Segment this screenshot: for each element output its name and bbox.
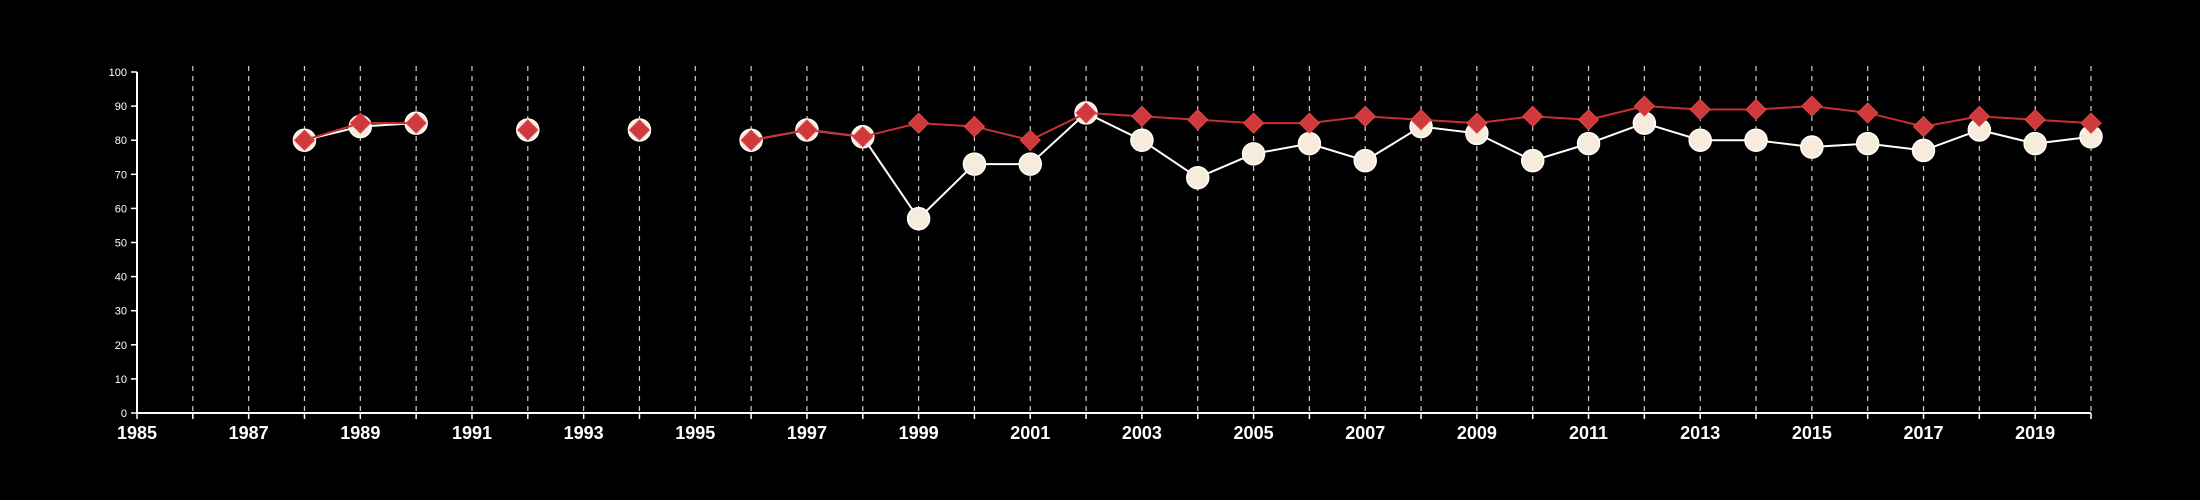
circle-point: [1576, 131, 1601, 156]
circle-point: [1185, 165, 1210, 190]
x-tick-label: 2003: [1122, 423, 1162, 443]
x-tick-label: 1995: [675, 423, 715, 443]
diamond-point: [1187, 109, 1209, 131]
diamond-point: [1856, 102, 1879, 124]
diamond-point: [1522, 105, 1544, 128]
diamond-point: [1801, 95, 1823, 117]
series-circle-markers: [292, 101, 2103, 231]
y-tick-label: 60: [115, 203, 127, 215]
diamond-point: [1466, 112, 1488, 134]
x-tick-label: 2015: [1792, 423, 1832, 443]
x-tick-label: 1999: [899, 423, 939, 443]
diamond-point: [1131, 105, 1153, 128]
diamond-point: [796, 119, 818, 141]
diamond-point: [1019, 129, 1041, 151]
diamond-point: [293, 129, 316, 151]
y-tick-label: 30: [115, 306, 127, 318]
diamond-point: [517, 119, 539, 141]
diamond-point: [1298, 112, 1321, 134]
x-tick-label: 2011: [1569, 423, 1608, 443]
y-tick-label: 80: [115, 135, 127, 147]
y-tick-label: 10: [115, 374, 127, 386]
circle-point: [1800, 135, 1824, 159]
diamond-point: [1633, 95, 1656, 117]
circle-point: [1297, 131, 1322, 156]
circle-point: [1353, 148, 1377, 173]
diamond-point: [1075, 102, 1097, 124]
diamond-point: [1912, 115, 1935, 138]
vertical-grid: [192, 66, 2092, 413]
x-tick-label: 1987: [229, 423, 269, 443]
diamond-point: [1968, 105, 1991, 128]
diamond-point: [963, 115, 986, 138]
axes: 1985 1987 1989 1991 1993 1995 1997 1999 2001 2003…: [109, 67, 2092, 443]
diamond-point: [740, 129, 762, 151]
y-tick-label: 90: [115, 101, 127, 113]
x-tick-label: 1985: [117, 423, 157, 443]
x-tick-label: 1993: [564, 423, 604, 443]
y-tick-label: 40: [115, 272, 127, 284]
x-tick-label: 1989: [340, 423, 380, 443]
y-tick-label: 50: [115, 238, 127, 250]
circle-point: [1130, 128, 1154, 152]
diamond-point: [1689, 98, 1711, 121]
x-tick-label: 2005: [1234, 423, 1274, 443]
circle-point: [1688, 128, 1712, 152]
diamond-point: [2024, 109, 2046, 131]
circle-point: [1241, 142, 1266, 166]
x-tick-label: 2007: [1345, 423, 1385, 443]
x-tick-label: 2001: [1010, 423, 1050, 443]
diamond-point: [1577, 109, 1600, 131]
circle-point: [906, 206, 931, 231]
x-tick-label: 2017: [1903, 423, 1943, 443]
y-tick-label: 100: [109, 67, 127, 79]
diamond-point: [2080, 112, 2102, 134]
x-tick-label: 2013: [1680, 423, 1720, 443]
circle-point: [1520, 148, 1545, 173]
circle-point: [1855, 131, 1880, 156]
circle-point: [1744, 128, 1768, 152]
x-tick-label: 1997: [787, 423, 827, 443]
circle-point: [2023, 131, 2047, 156]
circle-point: [1018, 152, 1043, 176]
circle-point: [1911, 138, 1936, 163]
diamond-point: [628, 119, 651, 141]
circle-point: [962, 152, 987, 176]
x-tick-label: 2009: [1457, 423, 1497, 443]
series-group: [292, 95, 2103, 231]
diamond-point: [1745, 98, 1767, 121]
x-tick-label: 1991: [452, 423, 492, 443]
diamond-point: [1242, 112, 1265, 134]
series-diamond-markers: [293, 95, 2102, 151]
y-tick-label: 20: [115, 340, 127, 352]
diamond-point: [349, 112, 372, 134]
diamond-point: [907, 112, 930, 134]
x-tick-label: 2019: [2015, 423, 2055, 443]
diamond-point: [852, 126, 874, 148]
y-tick-label: 0: [121, 408, 127, 420]
diamond-point: [1354, 105, 1376, 128]
diamond-point: [405, 112, 427, 134]
y-tick-label: 70: [115, 169, 127, 181]
diamond-point: [1410, 109, 1432, 131]
